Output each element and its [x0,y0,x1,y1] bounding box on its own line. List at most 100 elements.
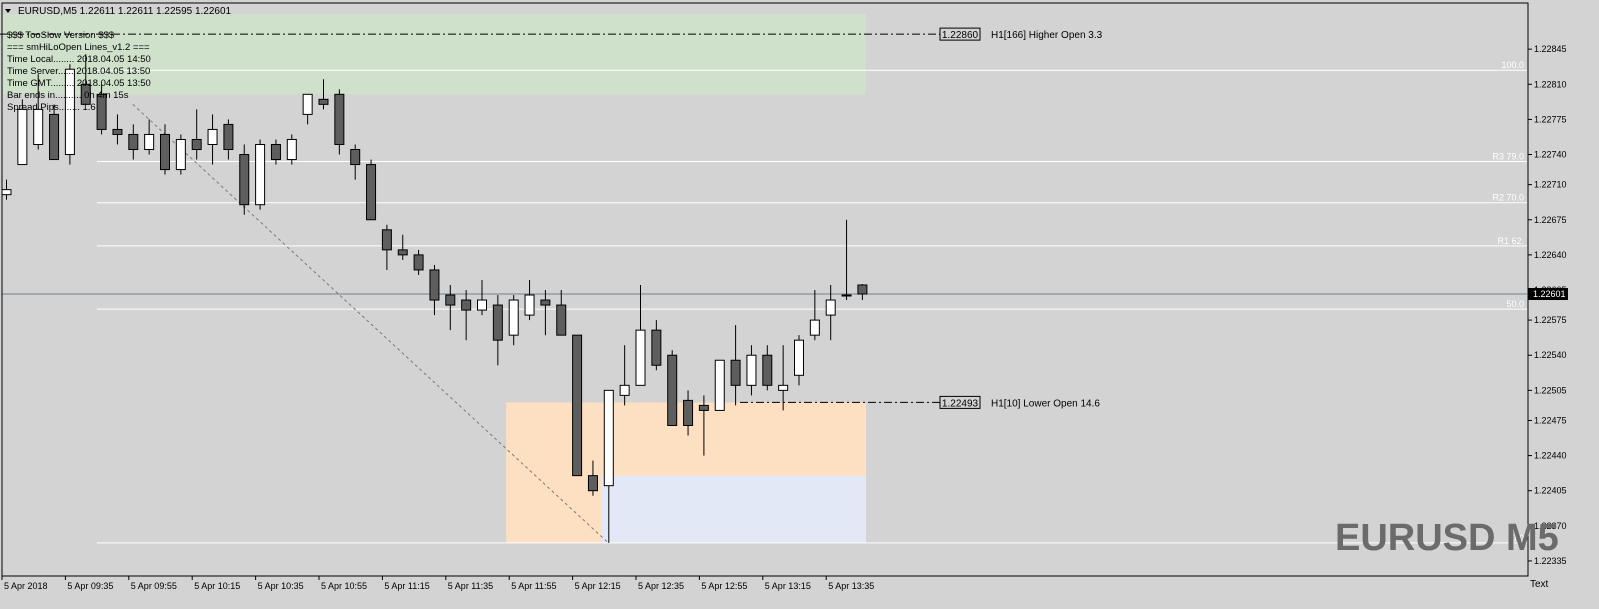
candle-body [524,294,535,316]
candle-body [413,254,424,271]
blue-zone [601,475,866,543]
x-tick-label: 5 Apr 12:55 [701,581,747,591]
candle-body [667,354,678,426]
candle-body [270,143,281,161]
candle-body [556,304,567,336]
y-tick-label: 1.22405 [1534,486,1567,496]
y-tick-label: 1.22810 [1534,79,1567,89]
y-tick-label: 1.22710 [1534,180,1567,190]
current-price-tag-label: 1.22601 [1533,289,1566,299]
info-line: Spread Pips........ 1.6 [7,102,96,113]
candle-body [381,229,392,251]
candle-body [128,133,139,151]
candle-body [318,98,329,105]
candle-body [746,354,757,386]
candle-body [825,299,836,316]
candle-body [239,154,250,206]
candle-body [477,299,487,311]
candle-body [366,164,377,221]
y-tick-label: 1.22845 [1534,44,1567,54]
candle-body [635,329,646,386]
candle-body [809,319,820,336]
candle-body [445,294,456,306]
symbol-header: EURUSD,M5 1.22611 1.22611 1.22595 1.2260… [18,6,232,17]
candle-body [714,359,725,411]
candle-body [17,108,28,166]
x-tick-label: 5 Apr 10:55 [321,581,367,591]
candle-body [302,93,313,115]
candle-body [461,299,472,311]
candle-body [587,475,598,492]
x-tick-label: 5 Apr 10:35 [258,581,304,591]
symbol-watermark: EURUSD M5 [1335,517,1559,559]
candle-body [207,128,218,145]
open-price-box [939,27,981,41]
fib-level-label: R2 70.0 [1492,193,1524,203]
x-tick-label: 5 Apr 2018 [4,581,48,591]
info-line: Time Local........ 2018.04.05 14:50 [7,54,151,65]
candle-body [334,93,345,145]
y-tick-label: 1.22640 [1534,250,1567,260]
candle-body [429,269,440,301]
candle-body [191,138,202,151]
candle-body [1,189,12,196]
info-line: Time GMT......... 2018.04.05 13:50 [7,78,151,89]
fib-level-label: 0.0 [1511,533,1524,543]
candle-body [175,138,186,171]
green-zone [2,14,866,95]
x-tick-label: 5 Apr 11:35 [448,581,493,591]
candle-body [683,399,694,426]
x-tick-label: 5 Apr 11:55 [511,581,556,591]
candle-body [651,329,662,366]
y-tick-label: 1.22370 [1534,521,1567,531]
x-tick-label: 5 Apr 11:15 [384,581,429,591]
candle-body [350,149,361,166]
y-tick-label: 1.22775 [1534,114,1567,124]
candle-body [492,304,503,341]
y-tick-label: 1.22440 [1534,451,1567,461]
y-tick-label: 1.22475 [1534,415,1567,425]
candle-body [508,299,519,336]
candle-body [603,389,614,487]
collapse-triangle-icon[interactable] [5,9,11,13]
candle-body [64,68,75,156]
candle-body [397,249,408,256]
candle-body [223,123,234,151]
candle-body [778,384,789,391]
x-tick-label: 5 Apr 12:35 [638,581,684,591]
candle-body [698,404,709,411]
indicator-info-panel: $$$ TooSlow Version $$$ === smHiLoOpen L… [7,30,151,113]
candle-body [49,113,60,161]
open-price-label: 1.22860 [942,30,979,41]
candle-body [255,143,266,206]
info-line: Bar ends in.......... 0h 4m 15s [7,90,129,101]
candle-body [160,133,170,171]
y-tick-label: 1.22335 [1534,556,1567,566]
x-tick-label: 5 Apr 09:55 [131,581,177,591]
x-tick-label: 5 Apr 09:35 [67,581,113,591]
open-line-label: H1[10] Lower Open 14.6 [991,398,1100,409]
info-line: $$$ TooSlow Version $$$ [7,30,115,41]
candle-body [572,334,583,477]
y-tick-label: 1.22675 [1534,215,1567,225]
candle-body [619,384,630,396]
x-tick-label: 5 Apr 10:15 [194,581,240,591]
text-object[interactable]: Text [1530,579,1549,590]
candle-body [33,108,44,145]
open-price-box [939,395,981,409]
candle-body [286,138,297,161]
candle-body [841,294,852,297]
current-price-tag [1528,288,1568,301]
candle-body [112,128,123,135]
info-line: === smHiLoOpen Lines_v1.2 === [7,42,150,53]
candle-body [857,284,868,295]
candle-body [144,133,155,151]
x-tick-label: 5 Apr 13:35 [828,581,874,591]
fib-level-label: 100.0 [1501,60,1524,70]
candle-body [96,93,107,130]
y-tick-label: 1.22575 [1534,315,1567,325]
fib-level-label: R3 79.0 [1492,152,1524,162]
x-tick-label: 5 Apr 12:15 [575,581,621,591]
